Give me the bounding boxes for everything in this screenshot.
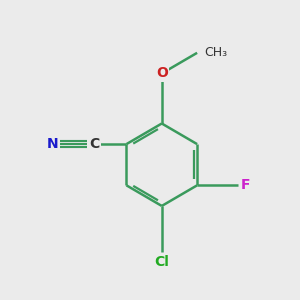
Text: F: F — [241, 178, 250, 192]
Text: CH₃: CH₃ — [205, 46, 228, 59]
Text: O: O — [156, 66, 168, 80]
Text: C: C — [89, 137, 99, 151]
Text: Cl: Cl — [154, 254, 169, 268]
Text: N: N — [47, 137, 58, 151]
